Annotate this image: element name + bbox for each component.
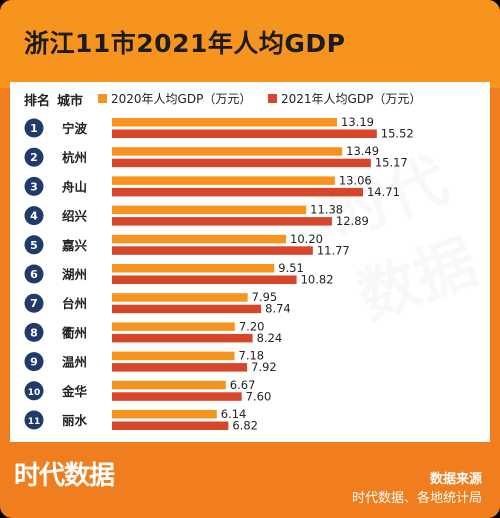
data-label-2021: 10.82 bbox=[301, 273, 334, 287]
chart-panel: 时代数据 排名 城市 2020年人均GDP（万元） 2021年人均GDP（万元） bbox=[10, 82, 490, 442]
rank-number: 7 bbox=[30, 297, 38, 310]
rank-badge bbox=[24, 410, 44, 430]
city-label: 湖州 bbox=[62, 267, 87, 282]
data-label-2020: 7.20 bbox=[239, 319, 265, 333]
bar-2021 bbox=[112, 421, 229, 430]
rank-number: 5 bbox=[30, 239, 38, 252]
data-label-2021: 15.52 bbox=[381, 127, 414, 141]
city-column-header: 城市 bbox=[57, 94, 84, 109]
data-label-2021: 11.77 bbox=[317, 243, 350, 257]
bar-2021 bbox=[112, 187, 363, 197]
bar-2021 bbox=[112, 246, 313, 255]
data-label-2021: 8.74 bbox=[265, 302, 291, 316]
bar-2021 bbox=[112, 129, 377, 138]
city-label: 金华 bbox=[61, 384, 88, 399]
rank-number: 11 bbox=[28, 417, 41, 427]
rank-badge bbox=[24, 147, 44, 167]
data-label-2021: 15.17 bbox=[375, 156, 408, 170]
city-label: 嘉兴 bbox=[61, 238, 88, 253]
city-label: 丽水 bbox=[62, 413, 88, 428]
rank-badge bbox=[24, 118, 44, 138]
data-label-2020: 13.49 bbox=[346, 144, 379, 158]
bar-2020 bbox=[112, 176, 335, 185]
rank-badge bbox=[24, 381, 44, 401]
rank-badge bbox=[24, 176, 44, 196]
rank-number: 6 bbox=[30, 268, 38, 281]
header-band bbox=[0, 0, 500, 88]
chart-title: 浙江11市2021年人均GDP bbox=[24, 29, 346, 58]
rank-badge bbox=[24, 293, 44, 313]
bar-2020 bbox=[112, 264, 275, 273]
city-label: 温州 bbox=[62, 355, 87, 370]
data-label-2021: 6.82 bbox=[232, 419, 258, 433]
source-title: 数据来源 bbox=[429, 472, 482, 487]
bar-2021 bbox=[112, 363, 248, 372]
bar-2021 bbox=[112, 275, 297, 284]
rank-number: 3 bbox=[30, 180, 38, 193]
data-label-2020: 6.14 bbox=[221, 407, 247, 421]
rank-badge bbox=[24, 235, 44, 255]
bar-2020 bbox=[112, 293, 248, 302]
data-label-2020: 11.38 bbox=[310, 203, 343, 217]
rank-number: 1 bbox=[30, 122, 38, 135]
bar-2020 bbox=[112, 147, 343, 156]
rank-badge bbox=[24, 352, 44, 372]
bar-2020 bbox=[112, 234, 287, 244]
legend-label-2021: 2021年人均GDP（万元） bbox=[281, 92, 422, 106]
bar-2021 bbox=[112, 333, 253, 343]
rank-column-header: 排名 bbox=[24, 94, 51, 109]
bar-2020 bbox=[112, 380, 226, 390]
bar-2020 bbox=[112, 351, 235, 361]
rank-number: 9 bbox=[30, 356, 38, 369]
bar-2021 bbox=[112, 392, 242, 401]
data-label-2020: 7.18 bbox=[239, 349, 265, 363]
bar-2020 bbox=[112, 410, 217, 419]
rank-number: 8 bbox=[30, 326, 38, 339]
legend-swatch-2021 bbox=[268, 94, 277, 103]
rank-number: 4 bbox=[30, 210, 38, 223]
city-label: 宁波 bbox=[62, 121, 88, 136]
data-label-2020: 9.51 bbox=[278, 261, 304, 275]
city-label: 绍兴 bbox=[62, 209, 88, 224]
source-text: 时代数据、各地统计局 bbox=[351, 491, 482, 506]
bar-2020 bbox=[112, 118, 338, 127]
data-label-2020: 6.67 bbox=[230, 378, 256, 392]
rank-badge bbox=[24, 206, 44, 226]
city-label: 衢州 bbox=[62, 325, 87, 340]
legend-label-2020: 2020年人均GDP（万元） bbox=[111, 92, 252, 106]
data-label-2021: 12.89 bbox=[336, 214, 369, 228]
city-label: 舟山 bbox=[62, 179, 87, 194]
data-label-2021: 14.71 bbox=[367, 185, 400, 199]
bar-2021 bbox=[112, 217, 332, 226]
rank-badge bbox=[24, 264, 44, 284]
bar-2021 bbox=[112, 158, 371, 168]
brand-logo: 时代数据 bbox=[14, 461, 115, 491]
rank-number: 2 bbox=[30, 151, 38, 164]
data-label-2021: 8.24 bbox=[257, 331, 283, 345]
rank-badge bbox=[24, 322, 44, 342]
data-label-2021: 7.92 bbox=[251, 360, 277, 374]
data-label-2020: 7.95 bbox=[252, 290, 278, 304]
bar-2021 bbox=[112, 304, 262, 314]
city-label: 台州 bbox=[62, 296, 87, 311]
data-label-2020: 10.20 bbox=[290, 232, 323, 246]
data-label-2021: 7.60 bbox=[246, 389, 272, 403]
data-label-2020: 13.19 bbox=[341, 115, 374, 129]
data-label-2020: 13.06 bbox=[339, 173, 372, 187]
bar-2020 bbox=[112, 205, 307, 215]
bar-2020 bbox=[112, 322, 235, 331]
city-label: 杭州 bbox=[62, 150, 87, 165]
rank-number: 10 bbox=[28, 388, 41, 398]
legend-swatch-2020 bbox=[98, 94, 107, 103]
